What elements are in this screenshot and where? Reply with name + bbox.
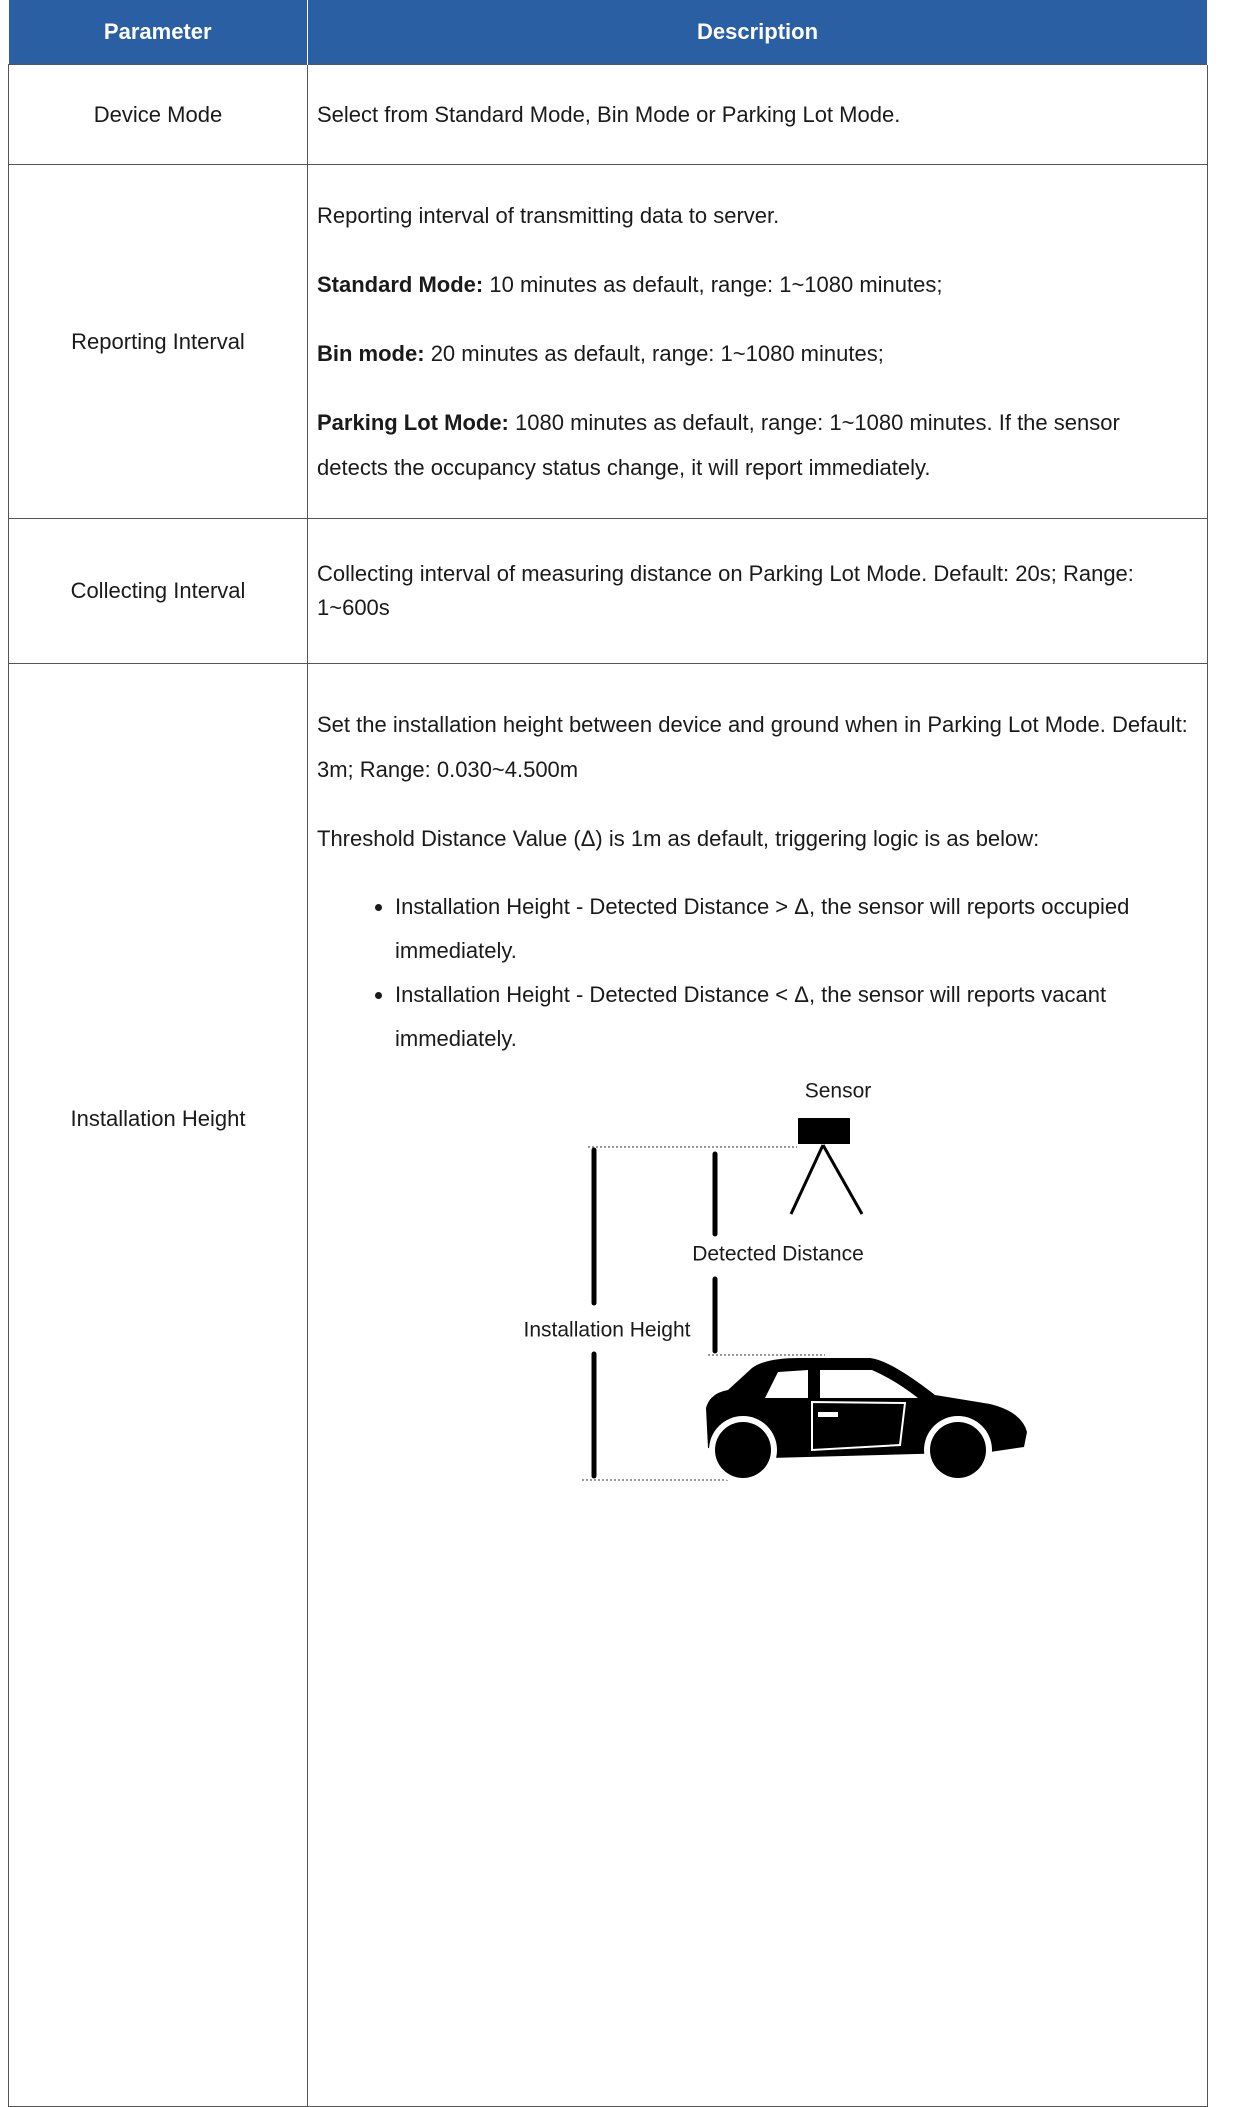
text: 20 minutes as default, range: 1~1080 min…: [430, 341, 884, 366]
installation-height-label: Installation Height: [524, 1319, 691, 1342]
parameter-cell: Collecting Interval: [8, 518, 308, 664]
paragraph: Set the installation height between devi…: [317, 712, 1188, 782]
description-cell: Select from Standard Mode, Bin Mode or P…: [307, 64, 1208, 165]
bold-label: Standard Mode:: [317, 272, 484, 297]
header-cell: Description: [307, 0, 1208, 65]
bullet: Installation Height - Detected Distance …: [395, 973, 1193, 1061]
detected-distance-label: Detected Distance: [692, 1243, 864, 1266]
paragraph: Select from Standard Mode, Bin Mode or P…: [317, 102, 901, 127]
paragraph: Parking Lot Mode: 1080 minutes as defaul…: [317, 400, 1193, 490]
paragraph: Standard Mode: 10 minutes as default, ra…: [317, 262, 1193, 307]
paragraph: Collecting interval of measuring distanc…: [317, 561, 1134, 620]
header-row: Parameter Description: [8, 0, 1208, 65]
text: 1080 minutes as default, range: 1~1080 m…: [317, 410, 1120, 480]
bullet-list: Installation Height - Detected Distance …: [317, 885, 1193, 1061]
description-cell: Collecting interval of measuring distanc…: [307, 518, 1208, 664]
sensor-label: Sensor: [805, 1080, 872, 1103]
bullet: Installation Height - Detected Distance …: [395, 885, 1193, 973]
paragraph: Reporting interval of transmitting data …: [317, 203, 780, 228]
sensor-stand: [789, 1144, 864, 1215]
header-cell: Parameter: [8, 0, 308, 65]
bold-label: Parking Lot Mode:: [317, 410, 509, 435]
paragraph: Bin mode: 20 minutes as default, range: …: [317, 331, 1193, 376]
car: [706, 1358, 1027, 1484]
description-cell: Reporting interval of transmitting data …: [307, 164, 1208, 519]
text: 10 minutes as default, range: 1~1080 min…: [489, 272, 943, 297]
sensor-box: [798, 1118, 850, 1144]
row: Device Mode Select from Standard Mode, B…: [8, 64, 1208, 165]
row: Reporting Interval Reporting interval of…: [8, 164, 1208, 519]
parameter-cell: Device Mode: [8, 64, 308, 165]
bold-label: Bin mode:: [317, 341, 425, 366]
paragraph: Threshold Distance Value (Δ) is 1m as de…: [317, 826, 1040, 851]
row: Collecting Interval Collecting interval …: [8, 518, 1208, 664]
parameter-cell: Reporting Interval: [8, 164, 308, 519]
page: {"table": { "header": ["Parameter", "Des…: [0, 0, 1251, 1625]
installation-diagram: Sensor Detected Distance Installation He…: [523, 1079, 1027, 1484]
